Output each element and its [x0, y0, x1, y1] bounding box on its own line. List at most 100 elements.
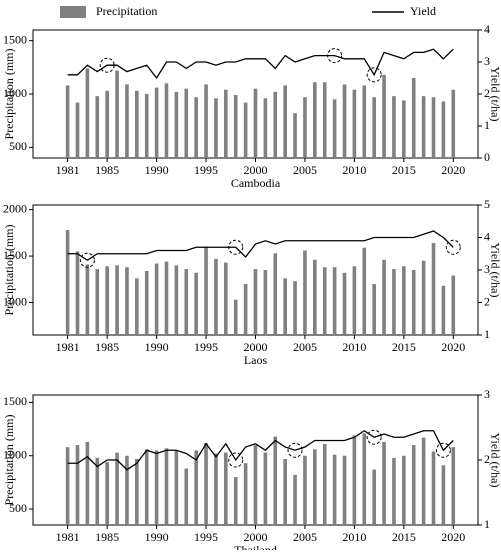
bar — [342, 455, 347, 525]
bar — [135, 278, 139, 335]
bar — [362, 433, 367, 525]
bar — [135, 90, 139, 158]
bar — [75, 251, 80, 335]
y2-tick-label: 2 — [484, 86, 490, 100]
bar — [164, 448, 169, 525]
bar — [214, 258, 218, 335]
bar — [382, 441, 386, 525]
bar — [411, 78, 416, 158]
bar — [184, 269, 189, 335]
bar — [322, 267, 327, 335]
bar — [233, 299, 238, 335]
bar — [293, 113, 297, 158]
y2-tick-label: 1 — [484, 327, 490, 341]
bar — [283, 85, 287, 158]
x-tick-label: 2015 — [392, 340, 416, 354]
y-tick-label: 1000 — [3, 86, 27, 100]
x-tick-label: 1990 — [145, 340, 169, 354]
bar — [174, 91, 179, 158]
bar — [313, 82, 317, 158]
bar — [233, 95, 238, 158]
bar — [303, 97, 307, 158]
bar — [293, 281, 297, 335]
highlight-circle — [228, 452, 244, 468]
x-tick-label: 2015 — [392, 163, 416, 177]
bar — [352, 435, 357, 525]
bar — [372, 469, 376, 525]
bar — [164, 261, 169, 335]
y2-tick-label: 4 — [484, 22, 490, 36]
bar — [303, 455, 307, 525]
bar — [313, 449, 317, 525]
bar — [322, 82, 327, 158]
bar — [154, 450, 159, 525]
bar — [95, 457, 100, 525]
bar — [243, 102, 248, 158]
bar — [411, 445, 416, 525]
x-tick-label: 1985 — [95, 340, 119, 354]
bar — [125, 455, 129, 525]
yield-line — [67, 429, 454, 471]
bar — [75, 445, 80, 525]
yield-line — [67, 48, 454, 80]
x-tick-label: 2010 — [342, 530, 366, 544]
bar — [263, 98, 268, 158]
x-tick-label: 2005 — [293, 163, 317, 177]
bar — [372, 97, 376, 158]
bar — [125, 84, 129, 158]
bar — [253, 445, 258, 525]
bar — [451, 89, 456, 158]
bar — [402, 100, 406, 158]
bar — [451, 275, 456, 335]
y-tick-label: 2000 — [3, 201, 27, 215]
bar — [194, 272, 198, 335]
bar — [392, 269, 396, 335]
bar — [174, 450, 179, 525]
bar — [303, 250, 307, 335]
x-tick-label: 1995 — [194, 530, 218, 544]
legend-swatch — [60, 6, 86, 18]
y2-tick-label: 4 — [484, 229, 490, 243]
x-tick-label: 1985 — [95, 163, 119, 177]
bar — [441, 285, 446, 335]
highlight-circle — [327, 48, 343, 64]
bar — [332, 454, 337, 525]
y2-tick-label: 3 — [484, 387, 490, 401]
bar — [95, 269, 100, 335]
bar — [273, 91, 278, 158]
x-axis-title: Thailand — [234, 543, 277, 550]
bar — [421, 260, 426, 335]
bar — [65, 85, 70, 158]
bar — [332, 99, 337, 158]
bar — [85, 264, 90, 335]
bar — [273, 436, 278, 525]
highlight-circle — [366, 429, 382, 445]
bar — [154, 87, 159, 158]
bar — [392, 96, 396, 158]
bar — [441, 465, 446, 525]
bar — [362, 85, 367, 158]
bar — [253, 88, 258, 158]
bar — [313, 259, 317, 335]
bar — [174, 265, 179, 335]
x-tick-label: 2020 — [441, 530, 465, 544]
bar — [441, 101, 446, 158]
y2-tick-label: 3 — [484, 262, 490, 276]
x-axis-title: Cambodia — [231, 176, 281, 190]
y-tick-label: 1500 — [3, 394, 27, 408]
x-tick-label: 2020 — [441, 163, 465, 177]
bar — [115, 70, 119, 158]
bar — [431, 451, 436, 525]
bar — [263, 452, 268, 525]
y-axis-title: Precipitation (mm) — [2, 49, 16, 140]
bar — [342, 84, 347, 158]
bar — [273, 253, 278, 335]
x-tick-label: 2000 — [244, 340, 268, 354]
y2-tick-label: 1 — [484, 517, 490, 531]
highlight-circle — [445, 239, 461, 255]
y2-tick-label: 5 — [484, 197, 490, 211]
bar — [184, 468, 189, 525]
x-tick-label: 2005 — [293, 340, 317, 354]
bar — [125, 267, 129, 335]
